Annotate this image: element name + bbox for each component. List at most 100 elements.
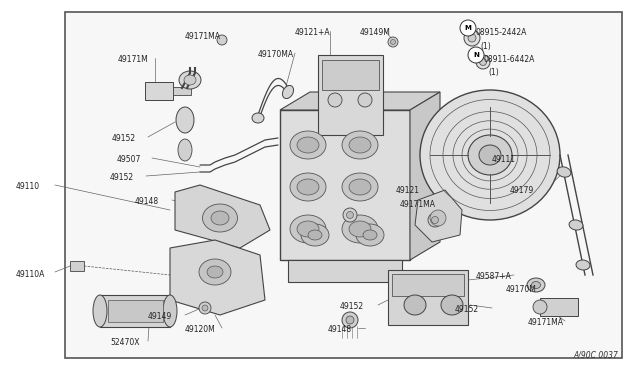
- Ellipse shape: [531, 282, 541, 289]
- Ellipse shape: [349, 221, 371, 237]
- Bar: [173, 87, 191, 95]
- Bar: [322, 60, 379, 90]
- Text: 49110A: 49110A: [16, 270, 45, 279]
- Text: A/90C 0037: A/90C 0037: [573, 351, 618, 360]
- Circle shape: [328, 93, 342, 107]
- Circle shape: [468, 34, 476, 42]
- Circle shape: [430, 210, 446, 226]
- Ellipse shape: [178, 139, 192, 161]
- Ellipse shape: [441, 295, 463, 315]
- Circle shape: [390, 39, 396, 45]
- Ellipse shape: [211, 211, 229, 225]
- Ellipse shape: [297, 179, 319, 195]
- Circle shape: [460, 20, 476, 36]
- Text: 49148: 49148: [328, 325, 352, 334]
- Polygon shape: [280, 92, 440, 110]
- Bar: [388, 270, 468, 325]
- Ellipse shape: [342, 215, 378, 243]
- Ellipse shape: [557, 167, 571, 177]
- Circle shape: [358, 93, 372, 107]
- Circle shape: [468, 47, 484, 63]
- Ellipse shape: [468, 135, 512, 175]
- Bar: [392, 274, 464, 296]
- Polygon shape: [175, 185, 270, 248]
- Text: 08911-6442A: 08911-6442A: [484, 55, 536, 64]
- Ellipse shape: [527, 278, 545, 292]
- Text: 49121+A: 49121+A: [295, 28, 331, 37]
- Text: 49120M: 49120M: [185, 325, 216, 334]
- Circle shape: [342, 312, 358, 328]
- Circle shape: [202, 305, 208, 311]
- Circle shape: [199, 302, 211, 314]
- Text: 49171MA: 49171MA: [400, 200, 436, 209]
- Polygon shape: [170, 240, 265, 315]
- Circle shape: [388, 37, 398, 47]
- Ellipse shape: [297, 137, 319, 153]
- Polygon shape: [410, 92, 440, 260]
- Text: 49152: 49152: [340, 302, 364, 311]
- Text: 49507: 49507: [117, 155, 141, 164]
- Ellipse shape: [179, 71, 201, 89]
- Text: 08915-2442A: 08915-2442A: [476, 28, 527, 37]
- Text: 49121: 49121: [396, 186, 420, 195]
- Bar: [108, 300, 163, 322]
- Ellipse shape: [184, 75, 196, 85]
- Text: 49179: 49179: [510, 186, 534, 195]
- Circle shape: [479, 58, 486, 65]
- Ellipse shape: [404, 295, 426, 315]
- Ellipse shape: [207, 266, 223, 278]
- Bar: [280, 110, 410, 260]
- Circle shape: [346, 316, 354, 324]
- Ellipse shape: [290, 131, 326, 159]
- Circle shape: [476, 55, 490, 69]
- Ellipse shape: [363, 230, 377, 240]
- Circle shape: [217, 35, 227, 45]
- Ellipse shape: [290, 173, 326, 201]
- Bar: [540, 298, 578, 316]
- Ellipse shape: [356, 224, 384, 246]
- Text: 49587+A: 49587+A: [476, 272, 512, 281]
- Text: 49149: 49149: [148, 312, 172, 321]
- Text: N: N: [473, 52, 479, 58]
- Text: 49171M: 49171M: [118, 55, 148, 64]
- Ellipse shape: [569, 220, 583, 230]
- Text: 49152: 49152: [110, 173, 134, 182]
- Text: (1): (1): [488, 68, 499, 77]
- Text: 49152: 49152: [455, 305, 479, 314]
- Ellipse shape: [290, 215, 326, 243]
- Text: 49148: 49148: [135, 197, 159, 206]
- Circle shape: [431, 217, 438, 224]
- Bar: [288, 260, 402, 282]
- Bar: [65, 12, 622, 358]
- Circle shape: [533, 300, 547, 314]
- Ellipse shape: [176, 107, 194, 133]
- Ellipse shape: [93, 295, 107, 327]
- Bar: [70, 261, 84, 271]
- Text: 49110: 49110: [16, 182, 40, 191]
- Text: 49171MA: 49171MA: [528, 318, 564, 327]
- Text: 49171MA: 49171MA: [185, 32, 221, 41]
- Ellipse shape: [342, 131, 378, 159]
- Ellipse shape: [349, 179, 371, 195]
- Circle shape: [464, 30, 480, 46]
- Ellipse shape: [308, 230, 322, 240]
- Text: 49149M: 49149M: [360, 28, 391, 37]
- Ellipse shape: [349, 137, 371, 153]
- Polygon shape: [415, 190, 462, 242]
- Ellipse shape: [202, 204, 237, 232]
- Text: M: M: [465, 25, 472, 31]
- Ellipse shape: [420, 90, 560, 220]
- Text: 49170MA: 49170MA: [258, 50, 294, 59]
- Ellipse shape: [479, 145, 501, 165]
- Circle shape: [343, 208, 357, 222]
- Ellipse shape: [301, 224, 329, 246]
- Text: (1): (1): [480, 42, 491, 51]
- Text: 49170M: 49170M: [506, 285, 537, 294]
- Ellipse shape: [576, 260, 590, 270]
- Ellipse shape: [199, 259, 231, 285]
- Circle shape: [346, 212, 353, 218]
- Ellipse shape: [163, 295, 177, 327]
- Circle shape: [428, 213, 442, 227]
- Ellipse shape: [342, 173, 378, 201]
- Text: 52470X: 52470X: [110, 338, 140, 347]
